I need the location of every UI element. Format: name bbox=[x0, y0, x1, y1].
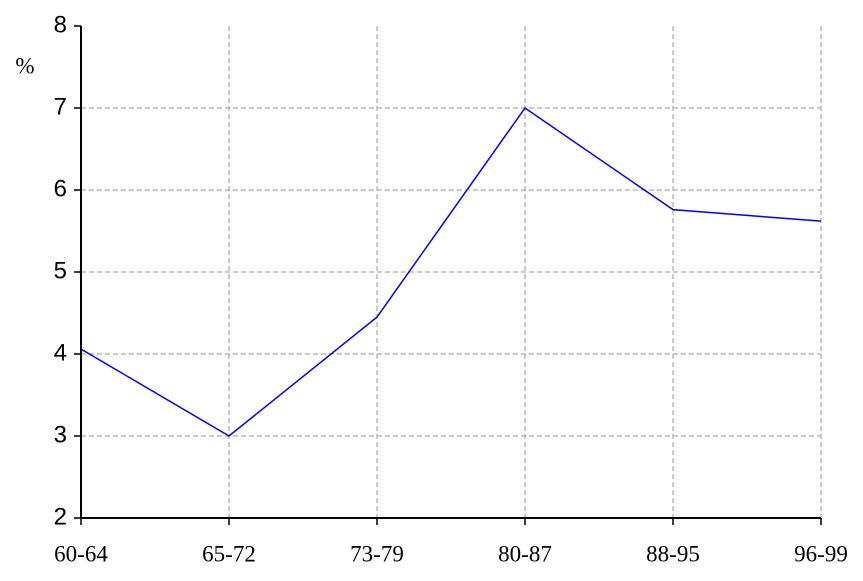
y-tick-label: 4 bbox=[54, 339, 67, 366]
x-tick-label: 96-99 bbox=[794, 541, 848, 566]
y-tick-label: 7 bbox=[54, 93, 67, 120]
y-tick-label: 2 bbox=[54, 503, 67, 530]
y-tick-label: 8 bbox=[54, 11, 67, 38]
x-tick-label: 88-95 bbox=[646, 541, 700, 566]
y-axis-label: % bbox=[15, 53, 34, 78]
y-tick-label: 6 bbox=[54, 175, 67, 202]
x-tick-label: 60-64 bbox=[54, 541, 108, 566]
x-tick-label: 73-79 bbox=[350, 541, 404, 566]
x-tick-label: 65-72 bbox=[202, 541, 256, 566]
y-tick-label: 5 bbox=[54, 257, 67, 284]
y-tick-label: 3 bbox=[54, 421, 67, 448]
line-series bbox=[80, 106, 822, 437]
x-tick-label: 80-87 bbox=[498, 541, 552, 566]
